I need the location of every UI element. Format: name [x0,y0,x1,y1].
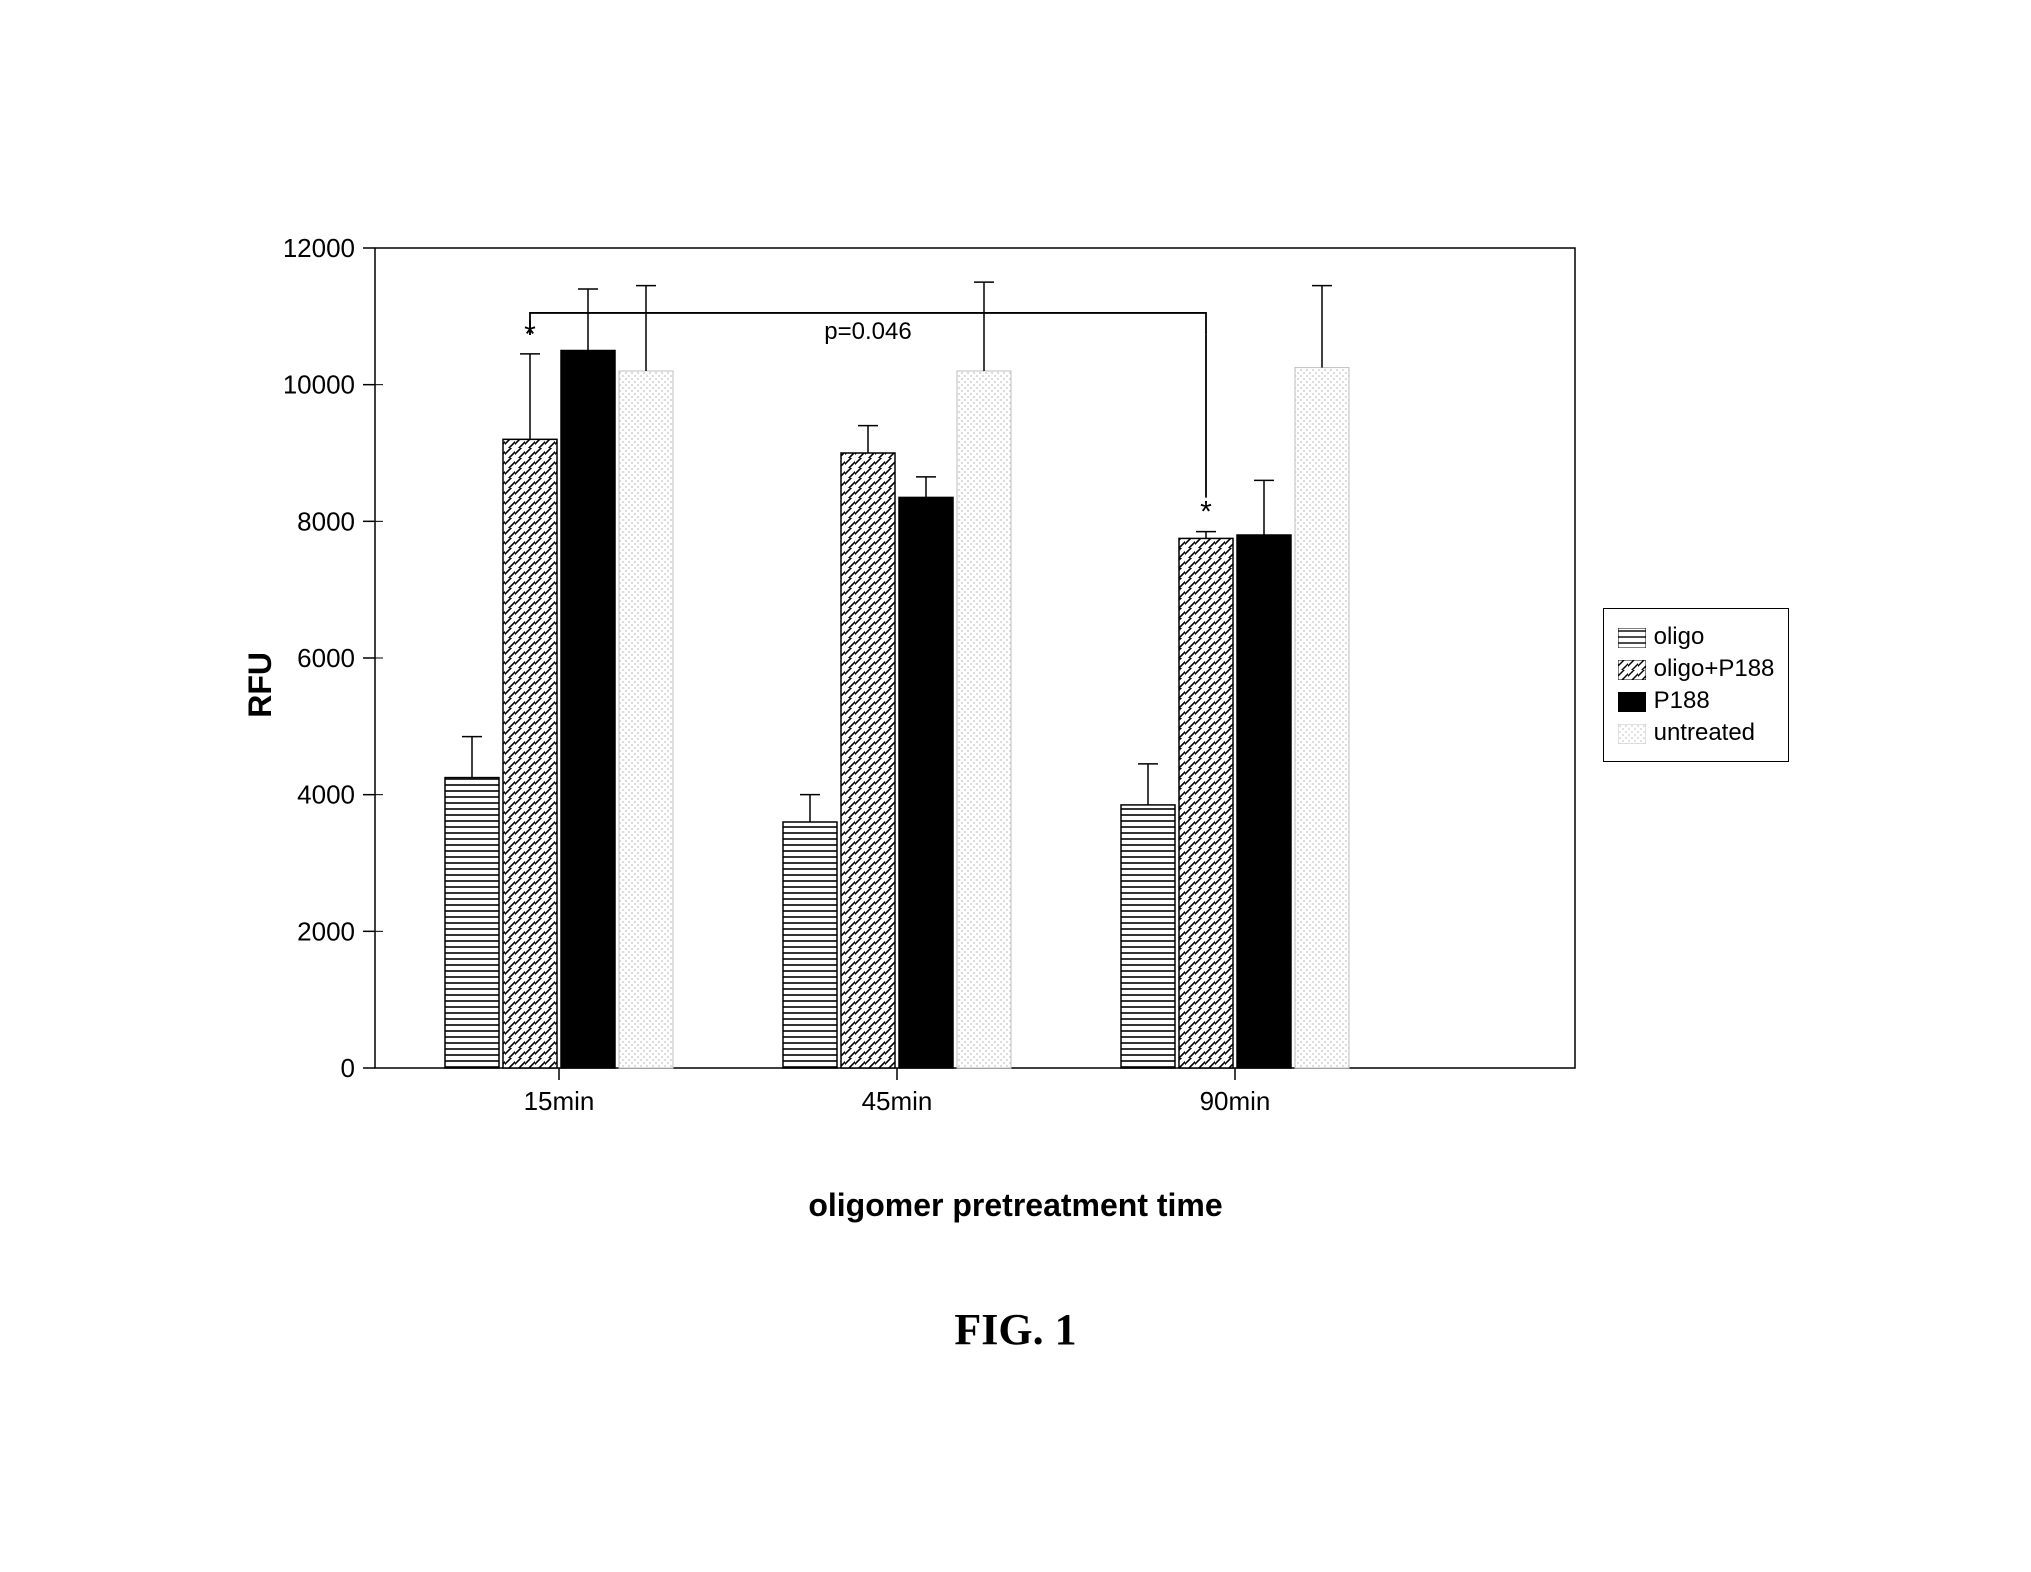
svg-text:2000: 2000 [297,916,355,946]
svg-text:8000: 8000 [297,506,355,536]
legend-item: untreated [1618,719,1775,747]
svg-text:0: 0 [340,1053,354,1083]
legend-swatch [1618,659,1646,679]
svg-text:45min: 45min [861,1086,932,1116]
legend-swatch [1618,627,1646,647]
legend-label: untreated [1654,719,1755,747]
svg-text:12000: 12000 [285,233,355,263]
legend-swatch [1618,691,1646,711]
y-axis-label: RFU [242,652,279,718]
legend-label: oligo [1654,623,1705,651]
figure-caption: FIG. 1 [954,1304,1076,1355]
legend-item: oligo [1618,623,1775,651]
legend-label: oligo+P188 [1654,655,1775,683]
chart-svg: 0 2000 4000 6000 8000 10000 12000 15min 45min 90m… [285,218,1585,1148]
legend-item: oligo+P188 [1618,655,1775,683]
svg-text:*: * [1200,495,1212,528]
legend-swatch [1618,723,1646,743]
svg-text:90min: 90min [1199,1086,1270,1116]
chart-plot-area: 0 2000 4000 6000 8000 10000 12000 15min 45min 90m… [285,218,1585,1153]
chart-row: RFU 0 2000 4000 6000 8000 10000 12000 15min 45mi… [242,218,1790,1153]
svg-text:6000: 6000 [297,643,355,673]
svg-text:15min: 15min [523,1086,594,1116]
svg-text:p=0.046: p=0.046 [824,317,911,344]
legend: oligo oligo+P188 P188 untreated [1603,608,1790,762]
figure: RFU 0 2000 4000 6000 8000 10000 12000 15min 45mi… [242,218,1790,1355]
svg-text:4000: 4000 [297,779,355,809]
legend-label: P188 [1654,687,1710,715]
legend-item: P188 [1618,687,1775,715]
x-axis-label: oligomer pretreatment time [808,1187,1222,1224]
svg-text:10000: 10000 [285,369,355,399]
